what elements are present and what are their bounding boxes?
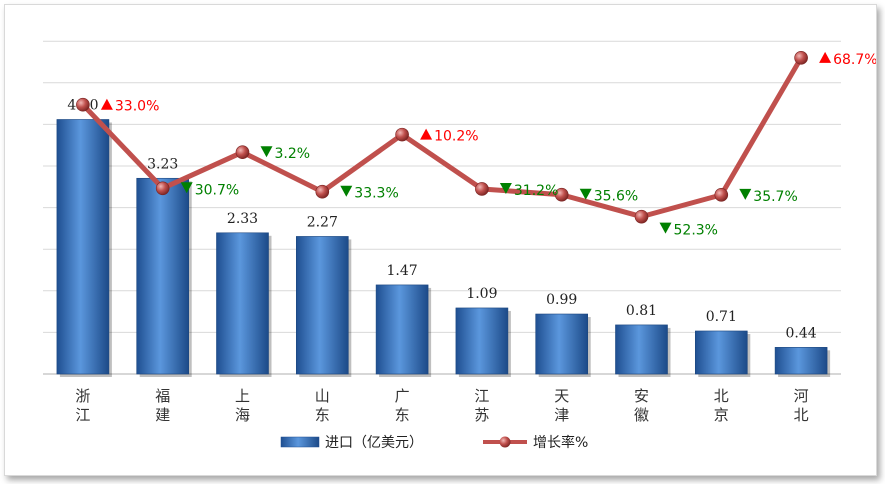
category-label: 河: [794, 387, 809, 405]
bar: [56, 119, 110, 375]
legend-bar-label: 进口（亿美元）: [325, 435, 423, 451]
bar-value-label: 3.23: [147, 156, 178, 172]
bar: [295, 236, 349, 375]
bar-value-label: 0.81: [626, 303, 657, 319]
category-label: 天: [554, 387, 569, 405]
category-label: 海: [235, 406, 250, 424]
bar-value-label: 2.27: [307, 214, 338, 230]
category-label: 东: [315, 406, 330, 424]
growth-marker: [155, 181, 170, 196]
down-triangle-icon: [659, 222, 672, 234]
bar-value-label: 1.09: [466, 286, 497, 302]
category-label: 江: [75, 406, 90, 424]
growth-marker: [315, 184, 330, 199]
category-label: 建: [155, 406, 170, 424]
bar: [615, 324, 668, 375]
combo-chart: 4.203.232.332.271.471.090.990.810.710.44…: [43, 40, 876, 451]
category-label: 东: [395, 406, 410, 424]
growth-marker: [714, 188, 729, 202]
growth-rate-label: 52.3%: [674, 223, 718, 239]
category-label: 广: [395, 387, 410, 405]
down-triangle-icon: [579, 188, 592, 200]
growth-rate-labels: 33.0% 30.7% 3.2% 33.3% 10.2% 31.2% 35.6% 52.3% 3…: [100, 51, 876, 239]
growth-marker: [794, 51, 808, 65]
down-triangle-icon: [260, 146, 273, 158]
category-label: 上: [235, 387, 250, 405]
growth-marker: [634, 209, 649, 224]
bar-value-label: 2.33: [227, 211, 258, 227]
legend: 进口（亿美元） 增长率%: [280, 434, 588, 451]
bar-value-label: 0.71: [706, 309, 737, 325]
bar-series: [56, 119, 831, 377]
growth-marker: [395, 127, 409, 142]
growth-rate-label: 68.7%: [833, 52, 876, 68]
growth-rate-label: 31.2%: [514, 183, 558, 199]
category-label: 安: [634, 387, 649, 405]
up-triangle-icon: [819, 51, 832, 63]
down-triangle-icon: [739, 188, 752, 200]
growth-marker: [475, 182, 489, 196]
category-label: 北: [794, 406, 809, 424]
growth-marker: [235, 145, 250, 159]
growth-rate-label: 30.7%: [195, 182, 239, 198]
bar: [375, 284, 429, 375]
up-triangle-icon: [420, 128, 433, 140]
growth-line-series: [76, 51, 808, 224]
growth-rate-label: 33.0%: [115, 99, 159, 115]
category-label: 江: [474, 387, 489, 405]
growth-line: [81, 56, 804, 220]
growth-rate-label: 3.2%: [275, 146, 311, 162]
category-label: 苏: [474, 406, 489, 424]
legend-line-marker: [499, 436, 511, 448]
bar-value-label: 0.99: [546, 292, 577, 308]
bar: [455, 307, 509, 375]
growth-rate-label: 35.6%: [594, 189, 638, 205]
category-label: 浙: [75, 387, 90, 405]
legend-line-label: 增长率%: [533, 434, 588, 451]
bar-value-label: 0.44: [786, 325, 817, 341]
chart-frame: 4.203.232.332.271.471.090.990.810.710.44…: [4, 4, 877, 476]
growth-marker: [554, 187, 569, 202]
legend-bar-swatch: [280, 436, 320, 448]
growth-rate-label: 35.7%: [753, 189, 797, 205]
category-label: 山: [315, 387, 330, 405]
category-label: 徽: [634, 406, 649, 424]
bar: [694, 330, 748, 375]
down-triangle-icon: [180, 182, 193, 194]
category-label: 京: [714, 406, 729, 424]
bar: [136, 177, 189, 375]
down-triangle-icon: [340, 185, 353, 197]
category-label: 津: [554, 406, 569, 424]
growth-rate-label: 33.3%: [354, 186, 398, 202]
up-triangle-icon: [100, 98, 113, 110]
down-triangle-icon: [499, 182, 512, 194]
bar: [535, 313, 589, 375]
bar: [774, 347, 828, 375]
category-label: 北: [714, 387, 729, 405]
bar: [216, 232, 269, 375]
growth-rate-label: 10.2%: [434, 129, 478, 145]
bar-value-label: 1.47: [387, 263, 418, 279]
category-label: 福: [155, 387, 170, 405]
growth-marker: [76, 97, 90, 112]
